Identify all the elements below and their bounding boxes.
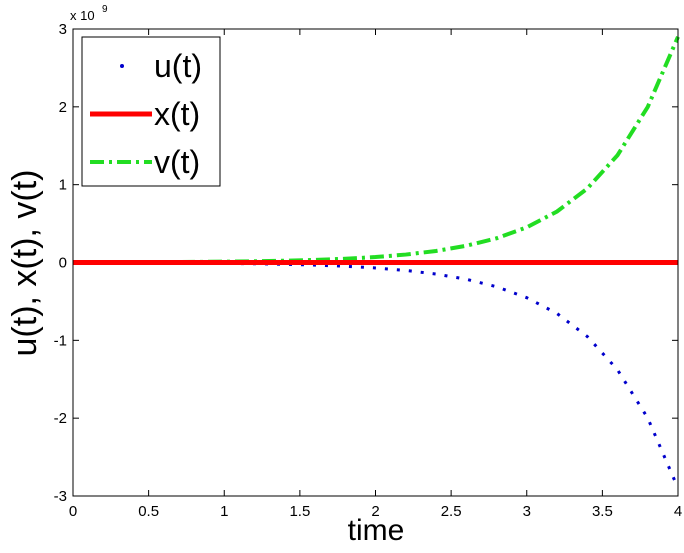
y-multiplier-exponent: 9: [102, 4, 108, 15]
y-tick-label: 3: [59, 21, 67, 38]
y-tick-label: -3: [54, 488, 67, 505]
x-tick-label: 3.5: [592, 503, 613, 520]
legend: u(t) x(t) v(t): [81, 36, 221, 187]
legend-label: u(t): [154, 48, 202, 84]
plot-frame: [72, 28, 679, 497]
series-line: [72, 261, 680, 489]
x-tick-label: 0: [69, 503, 77, 520]
x-tick-label: 2.5: [441, 503, 462, 520]
y-tick-label: 2: [59, 99, 67, 116]
legend-swatch: [120, 64, 124, 68]
x-tick-label: 1: [220, 503, 228, 520]
legend-label: v(t): [154, 144, 200, 180]
x-tick-label: 2: [371, 503, 379, 520]
x-tick-label: 4: [674, 503, 682, 520]
y-tick-label: -2: [54, 410, 67, 427]
x-tick-label: 1.5: [289, 503, 310, 520]
y-tick-label: 0: [59, 255, 67, 272]
x-tick-label: 0.5: [138, 503, 159, 520]
y-multiplier: x 10: [70, 8, 95, 23]
y-tick-label: 1: [59, 177, 67, 194]
x-tick-label: 3: [523, 503, 531, 520]
x-axis-label: time: [348, 514, 405, 547]
y-tick-label: -1: [54, 332, 67, 349]
legend-label: x(t): [154, 96, 200, 132]
y-axis-label: u(t), x(t), v(t): [6, 170, 44, 357]
